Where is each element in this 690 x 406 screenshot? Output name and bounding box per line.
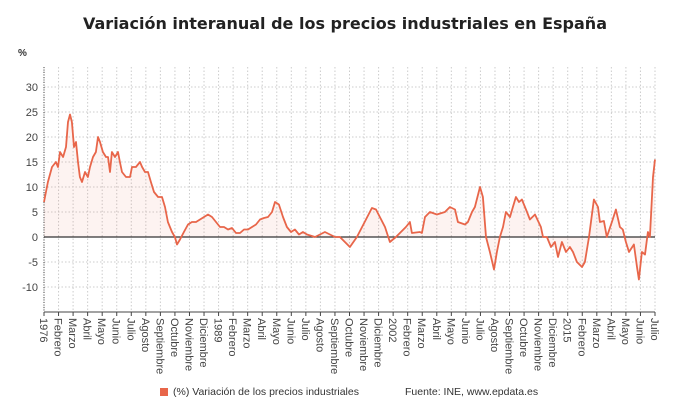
x-tick-label: Mayo [619, 318, 631, 345]
x-tick-label: 1989 [212, 318, 224, 342]
x-tick-label: Noviembre [532, 318, 544, 371]
x-tick-label: Julio [299, 318, 311, 341]
y-tick-label: 15 [26, 157, 38, 169]
x-tick-label: Marzo [241, 318, 253, 349]
x-tick-label: Febrero [575, 318, 587, 357]
source-note: Fuente: INE, www.epdata.es [405, 386, 539, 398]
x-tick-label: 2015 [561, 318, 573, 342]
x-tick-label: Junio [110, 318, 122, 344]
x-tick-label: Febrero [226, 318, 238, 357]
x-tick-label: Mayo [444, 318, 456, 345]
x-tick-label: Junio [633, 318, 645, 344]
x-tick-label: Mayo [270, 318, 282, 345]
series-line [43, 113, 656, 281]
legend-swatch [160, 388, 168, 396]
x-tick-label: Agosto [488, 318, 500, 352]
x-tick-label: Agosto [313, 318, 325, 352]
x-tick-label: Agosto [139, 318, 151, 352]
x-tick-label: Diciembre [546, 318, 558, 368]
x-tick-label: Julio [648, 318, 660, 341]
x-tick-label: Abril [430, 318, 442, 340]
x-tick-label: Febrero [52, 318, 64, 357]
x-tick-label: Marzo [415, 318, 427, 349]
x-tick-label: Septiembre [328, 318, 340, 374]
x-tick-label: Septiembre [153, 318, 165, 374]
x-tick-label: Noviembre [357, 318, 369, 371]
x-tick-label: 1976 [37, 318, 49, 342]
y-tick-label: 20 [26, 132, 38, 144]
x-tick-label: Octubre [343, 318, 355, 357]
x-tick-label: Abril [81, 318, 93, 340]
x-tick-label: Noviembre [182, 318, 194, 371]
x-tick-label: Julio [124, 318, 136, 341]
y-tick-label: 30 [26, 82, 38, 94]
x-tick-label: Diciembre [197, 318, 209, 368]
x-tick-label: Mayo [95, 318, 107, 345]
legend: (%) Variación de los precios industriale… [160, 386, 359, 398]
y-tick-label: -10 [22, 282, 38, 294]
y-tick-label: 5 [32, 207, 38, 219]
x-tick-label: Marzo [66, 318, 78, 349]
y-axis-label: % [18, 48, 27, 59]
y-tick-label: 25 [26, 107, 38, 119]
x-tick-label: 2002 [386, 318, 398, 342]
x-tick-label: Julio [473, 318, 485, 341]
y-tick-label: -5 [28, 257, 38, 269]
y-tick-label: 10 [26, 182, 38, 194]
x-tick-label: Diciembre [372, 318, 384, 368]
x-tick-label: Marzo [590, 318, 602, 349]
x-tick-label: Junio [284, 318, 296, 344]
x-tick-label: Abril [604, 318, 616, 340]
y-tick-label: 0 [32, 232, 38, 244]
x-tick-label: Junio [459, 318, 471, 344]
x-tick-label: Septiembre [503, 318, 515, 374]
x-tick-label: Febrero [401, 318, 413, 357]
chart-title: Variación interanual de los precios indu… [83, 14, 607, 33]
x-tick-label: Abril [255, 318, 267, 340]
x-tick-label: Octubre [517, 318, 529, 357]
legend-label: (%) Variación de los precios industriale… [173, 386, 359, 398]
x-tick-label: Octubre [168, 318, 180, 357]
